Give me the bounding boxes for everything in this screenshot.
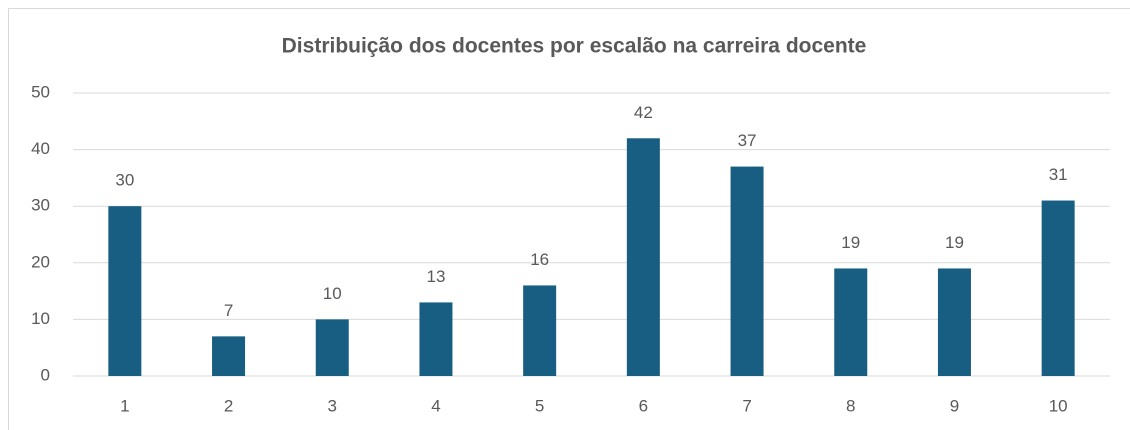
x-tick-label: 2 (224, 396, 233, 415)
y-tick-label: 30 (31, 196, 50, 215)
bar (834, 268, 868, 376)
y-tick-label: 40 (31, 139, 50, 158)
x-tick-label: 1 (120, 396, 129, 415)
bar (212, 336, 246, 376)
x-tick-label: 7 (742, 396, 751, 415)
bar (419, 302, 453, 376)
x-tick-label: 4 (431, 396, 440, 415)
bar (108, 206, 142, 376)
chart-title: Distribuição dos docentes por escalão na… (282, 35, 867, 58)
bar (937, 268, 971, 376)
x-tick-label: 10 (1049, 396, 1068, 415)
x-tick-label: 5 (535, 396, 544, 415)
chart-border (8, 8, 1130, 430)
bar (523, 285, 557, 376)
y-tick-label: 50 (31, 82, 50, 101)
data-label: 19 (945, 233, 964, 252)
data-label: 42 (634, 103, 653, 122)
data-label: 37 (738, 131, 757, 150)
data-label: 31 (1049, 165, 1068, 184)
data-label: 19 (841, 233, 860, 252)
data-label: 16 (530, 250, 549, 269)
data-label: 30 (115, 171, 134, 190)
y-tick-label: 0 (41, 365, 50, 384)
data-label: 7 (224, 301, 233, 320)
data-label: 10 (323, 284, 342, 303)
y-tick-label: 10 (31, 309, 50, 328)
x-tick-label: 8 (846, 396, 855, 415)
x-tick-label: 6 (639, 396, 648, 415)
x-tick-label: 3 (328, 396, 337, 415)
bar (1041, 200, 1075, 376)
bar (315, 319, 349, 376)
bar (730, 166, 764, 376)
data-label: 13 (426, 267, 445, 286)
y-tick-label: 20 (31, 252, 50, 271)
bar (626, 138, 660, 376)
x-tick-label: 9 (950, 396, 959, 415)
